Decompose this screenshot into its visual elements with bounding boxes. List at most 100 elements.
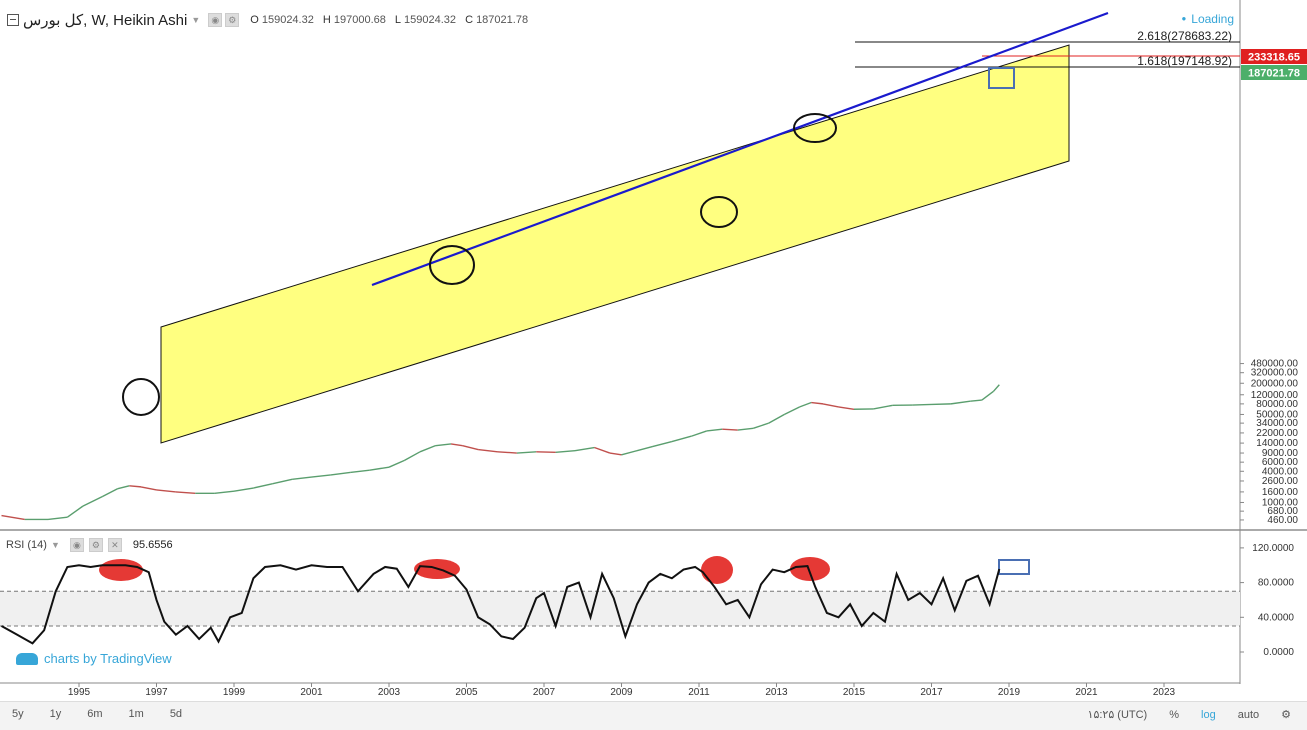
price-segment: [350, 470, 369, 472]
price-segment: [215, 491, 234, 493]
price-segment: [102, 489, 118, 497]
chevron-down-icon[interactable]: ▼: [191, 15, 200, 25]
price-segment: [48, 517, 67, 519]
price-segment: [83, 497, 102, 507]
rsi-header: RSI (14) ▼ ◉ ⚙ ✕ 95.6556: [6, 538, 173, 552]
gear-icon[interactable]: ⚙: [225, 13, 239, 27]
price-segment: [951, 401, 970, 404]
cloud-icon: [16, 653, 38, 665]
open-label: O: [250, 14, 259, 26]
eye-icon[interactable]: ◉: [208, 13, 222, 27]
price-badge-label: 187021.78: [1248, 68, 1300, 80]
price-segment: [800, 403, 812, 407]
rsi-highlight[interactable]: [701, 556, 733, 584]
time-tick-label: 2023: [1153, 687, 1176, 698]
time-tick-label: 2011: [688, 687, 710, 698]
fib-label-2618: 2.618(278683.22): [1137, 29, 1232, 43]
close-label: C: [465, 14, 473, 26]
time-tick-label: 1999: [223, 687, 246, 698]
price-segment: [176, 492, 195, 493]
range-5d-button[interactable]: 5d: [170, 708, 182, 720]
rsi-highlight[interactable]: [99, 559, 143, 581]
price-segment: [2, 516, 25, 520]
price-segment: [873, 405, 892, 409]
chevron-down-icon[interactable]: ▼: [51, 540, 60, 550]
price-segment: [932, 404, 951, 405]
range-1m-button[interactable]: 1m: [129, 708, 144, 720]
price-segment: [769, 414, 785, 423]
low-label: L: [395, 14, 401, 26]
time-readout[interactable]: ۱۵:۲۵ (UTC): [1088, 708, 1148, 721]
range-5y-button[interactable]: 5y: [12, 708, 24, 720]
price-segment: [594, 448, 610, 454]
percent-button[interactable]: %: [1169, 709, 1179, 721]
time-tick-label: 2019: [998, 687, 1021, 698]
price-segment: [912, 404, 931, 405]
open-value: 159024.32: [262, 14, 314, 26]
range-1y-button[interactable]: 1y: [50, 708, 62, 720]
price-segment: [738, 428, 754, 430]
gear-icon[interactable]: ⚙: [1281, 708, 1291, 721]
time-tick-label: 2015: [843, 687, 866, 698]
gear-icon[interactable]: ⚙: [89, 538, 103, 552]
rsi-value: 95.6556: [133, 539, 173, 551]
price-segment: [478, 450, 497, 452]
price-badge-label: 233318.65: [1248, 52, 1300, 64]
price-segment: [157, 490, 176, 492]
symbol-title[interactable]: کل بورس, W, Heikin Ashi: [23, 11, 187, 29]
log-button[interactable]: log: [1201, 709, 1216, 721]
time-tick-label: 2013: [765, 687, 788, 698]
rsi-highlight[interactable]: [790, 557, 830, 581]
price-segment: [753, 423, 769, 428]
loading-indicator: Loading: [1181, 12, 1234, 26]
close-icon[interactable]: ✕: [108, 538, 122, 552]
highlight-circle[interactable]: [123, 379, 159, 415]
low-value: 159024.32: [404, 14, 456, 26]
high-value: 197000.68: [334, 14, 386, 26]
time-tick-label: 2009: [610, 687, 633, 698]
price-segment: [575, 448, 594, 451]
time-tick-label: 1997: [145, 687, 168, 698]
time-tick-label: 2021: [1075, 687, 1098, 698]
price-segment: [784, 407, 800, 415]
time-tick-label: 2007: [533, 687, 556, 698]
rsi-highlight-box[interactable]: [999, 560, 1029, 574]
close-value: 187021.78: [476, 14, 528, 26]
price-segment: [982, 391, 994, 400]
price-segment: [234, 488, 253, 491]
collapse-icon[interactable]: [7, 14, 19, 26]
price-segment: [451, 444, 463, 446]
price-segment: [517, 452, 536, 453]
price-tick-label: 80000.00: [1256, 399, 1298, 410]
auto-button[interactable]: auto: [1238, 709, 1259, 721]
price-tick-label: 320000.00: [1251, 368, 1299, 379]
price-segment: [691, 431, 707, 436]
price-segment: [637, 447, 653, 451]
time-tick-label: 2017: [920, 687, 943, 698]
price-segment: [420, 446, 436, 452]
tradingview-watermark[interactable]: charts by TradingView: [16, 651, 172, 666]
price-segment: [672, 436, 691, 441]
price-segment: [118, 486, 130, 489]
range-6m-button[interactable]: 6m: [87, 708, 102, 720]
rsi-tick-label: 40.0000: [1258, 612, 1295, 623]
price-segment: [823, 404, 839, 407]
price-segment: [141, 487, 157, 490]
price-segment: [722, 429, 738, 430]
parallel-channel[interactable]: [161, 45, 1069, 443]
price-tick-label: 200000.00: [1251, 378, 1299, 389]
price-segment: [610, 453, 622, 455]
price-segment: [463, 446, 479, 450]
price-segment: [622, 451, 638, 455]
price-segment: [312, 475, 331, 477]
price-segment: [389, 460, 405, 467]
price-segment: [273, 479, 292, 483]
price-segment: [129, 486, 141, 487]
eye-icon[interactable]: ◉: [70, 538, 84, 552]
rsi-label[interactable]: RSI (14): [6, 539, 47, 551]
time-tick-label: 2003: [378, 687, 401, 698]
high-label: H: [323, 14, 331, 26]
